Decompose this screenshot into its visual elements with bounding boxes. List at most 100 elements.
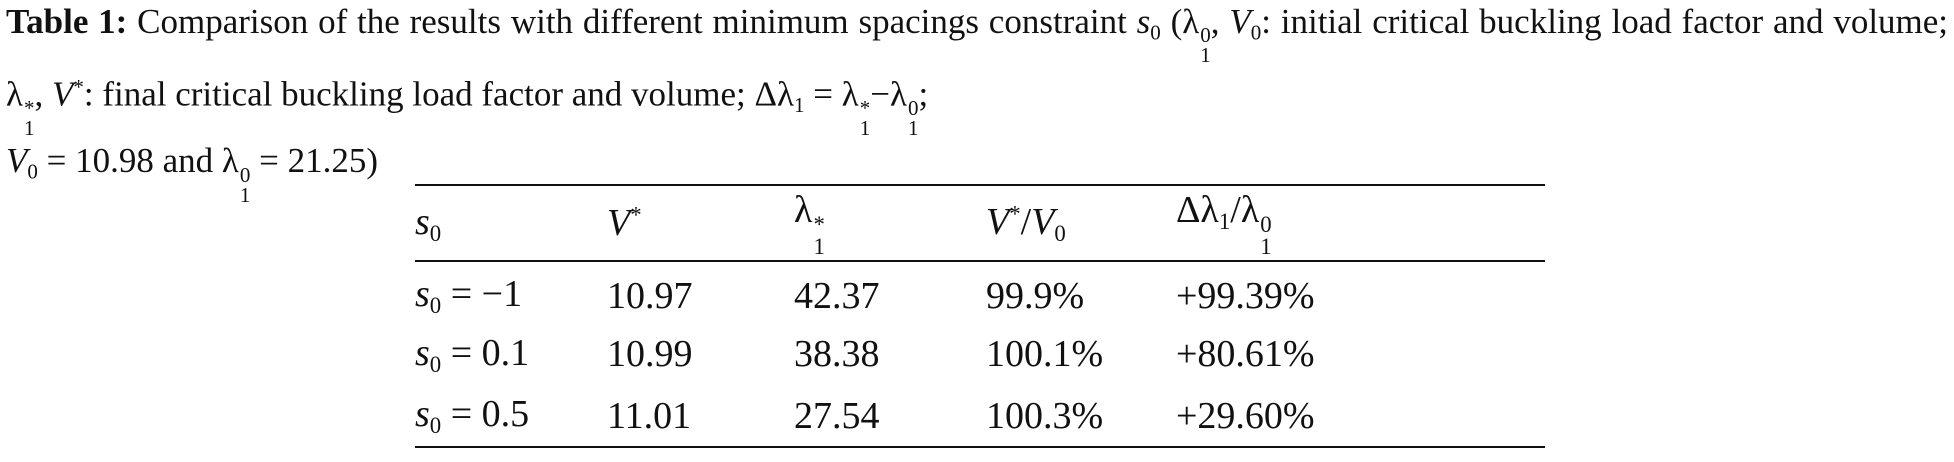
text-run: 0 — [907, 96, 919, 121]
text-run: 1 — [239, 182, 251, 207]
table-cell: s0 = −1 — [415, 261, 607, 323]
text-run: = 0.1 — [441, 331, 530, 374]
text-run: 0 — [1054, 220, 1066, 246]
table-cell: s0 = 0.1 — [415, 323, 607, 385]
text-run: * — [813, 212, 825, 238]
caption: Table 1: Comparison of the results with … — [6, 0, 1948, 205]
header-row: s0 V* λ * 1 V*/V0 Δλ1/λ 0 1 — [415, 185, 1545, 261]
text-run: ( — [1160, 2, 1183, 41]
text-run: 0 — [1260, 212, 1272, 238]
text-run: 0 — [239, 162, 251, 187]
text-run: : final critical buckling load factor an… — [83, 74, 755, 114]
table-cell: +99.39% — [1176, 274, 1315, 317]
table-row: s0 = 0.1 10.99 38.38 100.1% +80.61% — [415, 323, 1545, 385]
text-run: / — [1230, 189, 1241, 232]
text-run: λ — [6, 74, 23, 114]
text-run: − — [870, 74, 890, 114]
text-run: V — [6, 141, 28, 181]
table-cell: s0 = 0.5 — [415, 385, 607, 447]
table-row: s0 = 0.5 11.01 27.54 100.3% +29.60% — [415, 385, 1545, 447]
text-run: * — [859, 96, 871, 121]
text-run: λ — [1240, 189, 1260, 232]
text-run: s — [415, 393, 430, 436]
table-cell: 42.37 — [794, 274, 880, 317]
text-run: 0 — [1150, 20, 1161, 45]
text-run: ; — [918, 74, 929, 114]
text-run: 0 — [1200, 23, 1211, 48]
text-run: Table 1: — [6, 2, 128, 41]
table-cell: 27.54 — [794, 394, 880, 437]
header-cell: V* — [607, 185, 794, 261]
table-cell: 99.9% — [986, 274, 1085, 317]
table-row: s0 = −1 10.97 42.37 99.9% +99.39% — [415, 261, 1545, 323]
text-run: Comparison of the results with different… — [137, 2, 1137, 41]
text-run: 0 — [429, 292, 442, 318]
text-run: * — [630, 202, 642, 228]
text-run: V — [1229, 2, 1251, 41]
text-run: / — [1020, 200, 1032, 243]
text-run: V — [1031, 200, 1055, 243]
text-run: : initial critical buckling load factor … — [1261, 2, 1949, 41]
text-run: λ — [794, 189, 813, 232]
text-run: = −1 — [441, 273, 523, 316]
text-run: 0 — [429, 412, 442, 438]
table-cell: +80.61% — [1176, 333, 1315, 375]
table-cell: 11.01 — [607, 394, 692, 437]
results-table: s0 V* λ * 1 V*/V0 Δλ1/λ 0 1 s0 = −1 10.97 42.3… — [415, 184, 1545, 448]
text-run: , — [1210, 2, 1230, 41]
header-cell: λ * 1 — [794, 185, 986, 261]
table-cell: 38.38 — [794, 333, 880, 375]
text-run: 1 — [1218, 209, 1231, 235]
table-cell: 100.3% — [986, 394, 1104, 437]
text-run: 0 — [27, 159, 38, 184]
script-stack: * 1 — [813, 212, 825, 260]
text-run: s — [415, 200, 430, 243]
text-run: * — [1009, 201, 1021, 227]
text-run: s — [1136, 2, 1151, 41]
text-run: = 10.98 and — [37, 141, 222, 181]
text-run: λ — [1182, 2, 1200, 41]
table-body: s0 = −1 10.97 42.37 99.9% +99.39% s0 = 0.1 10.… — [415, 261, 1545, 447]
text-run: 1 — [793, 93, 805, 118]
table-cell: 100.1% — [986, 333, 1104, 375]
text-run: 1 — [23, 116, 35, 141]
text-run: 1 — [907, 116, 919, 141]
text-run: , — [34, 74, 52, 114]
text-run: * — [73, 75, 84, 100]
text-run: λ — [841, 74, 859, 114]
header-cell: V*/V0 — [986, 185, 1176, 261]
table-cell: 10.97 — [607, 274, 693, 317]
text-run: s — [415, 331, 430, 374]
text-run: 1 — [1200, 43, 1211, 68]
text-run: * — [23, 96, 35, 121]
header-cell: Δλ1/λ 0 1 — [1176, 185, 1545, 261]
text-run: Δλ — [1176, 189, 1219, 232]
text-run: 0 — [429, 220, 442, 246]
table-cell: +29.60% — [1176, 394, 1315, 437]
header-cell: s0 — [415, 185, 607, 261]
script-stack: * 1 — [23, 96, 35, 141]
text-run: 1 — [859, 116, 871, 141]
text-run: Δλ — [754, 74, 794, 114]
text-run: V — [986, 200, 1010, 243]
script-stack: * 1 — [859, 96, 871, 141]
text-run: λ — [889, 74, 907, 114]
table-cell: 10.99 — [607, 333, 693, 375]
text-run: s — [415, 273, 430, 316]
text-run: 0 — [429, 351, 442, 377]
text-run: 1 — [813, 234, 825, 260]
text-run: = — [804, 74, 842, 114]
text-run: 0 — [1250, 20, 1262, 45]
text-run: V — [607, 202, 631, 244]
text-run: = 0.5 — [441, 393, 530, 436]
text-run: 1 — [1260, 234, 1272, 260]
text-run: λ — [221, 141, 239, 181]
text-run: V — [51, 74, 74, 114]
text-run: = 21.25) — [250, 141, 379, 181]
